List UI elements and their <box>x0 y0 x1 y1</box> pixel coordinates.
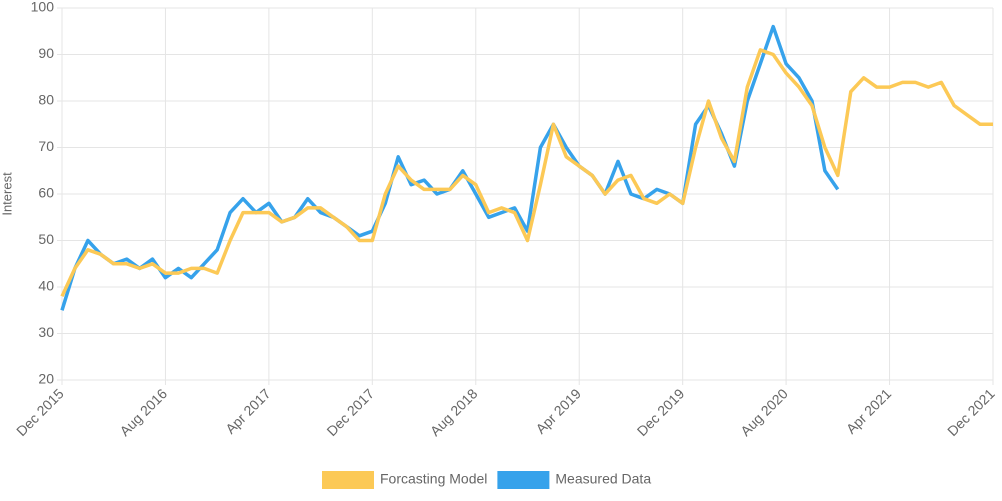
y-tick-label: 70 <box>38 138 54 154</box>
y-tick-label: 100 <box>31 0 55 15</box>
y-tick-label: 90 <box>38 45 54 61</box>
y-tick-label: 60 <box>38 185 54 201</box>
x-tick-label: Dec 2017 <box>323 385 377 439</box>
y-tick-label: 30 <box>38 324 54 340</box>
x-tick-label: Dec 2015 <box>13 385 67 439</box>
legend-swatch <box>322 471 374 489</box>
y-tick-label: 20 <box>38 371 54 387</box>
x-tick-label: Aug 2018 <box>427 385 481 439</box>
x-tick-label: Dec 2021 <box>944 385 998 439</box>
legend-label: Measured Data <box>555 471 651 487</box>
series-line <box>60 48 993 298</box>
y-tick-label: 40 <box>38 278 54 294</box>
x-tick-label: Apr 2017 <box>222 385 274 437</box>
legend-label: Forcasting Model <box>380 471 487 487</box>
x-tick-label: Apr 2019 <box>532 385 584 437</box>
series-line <box>60 24 840 311</box>
x-tick-label: Dec 2019 <box>634 385 688 439</box>
y-tick-label: 80 <box>38 92 54 108</box>
y-tick-label: 50 <box>38 231 54 247</box>
x-tick-label: Apr 2021 <box>843 385 895 437</box>
y-axis-label: Interest <box>0 172 14 216</box>
legend-swatch <box>497 471 550 489</box>
x-tick-label: Aug 2020 <box>737 385 791 439</box>
x-tick-label: Aug 2016 <box>116 385 170 439</box>
